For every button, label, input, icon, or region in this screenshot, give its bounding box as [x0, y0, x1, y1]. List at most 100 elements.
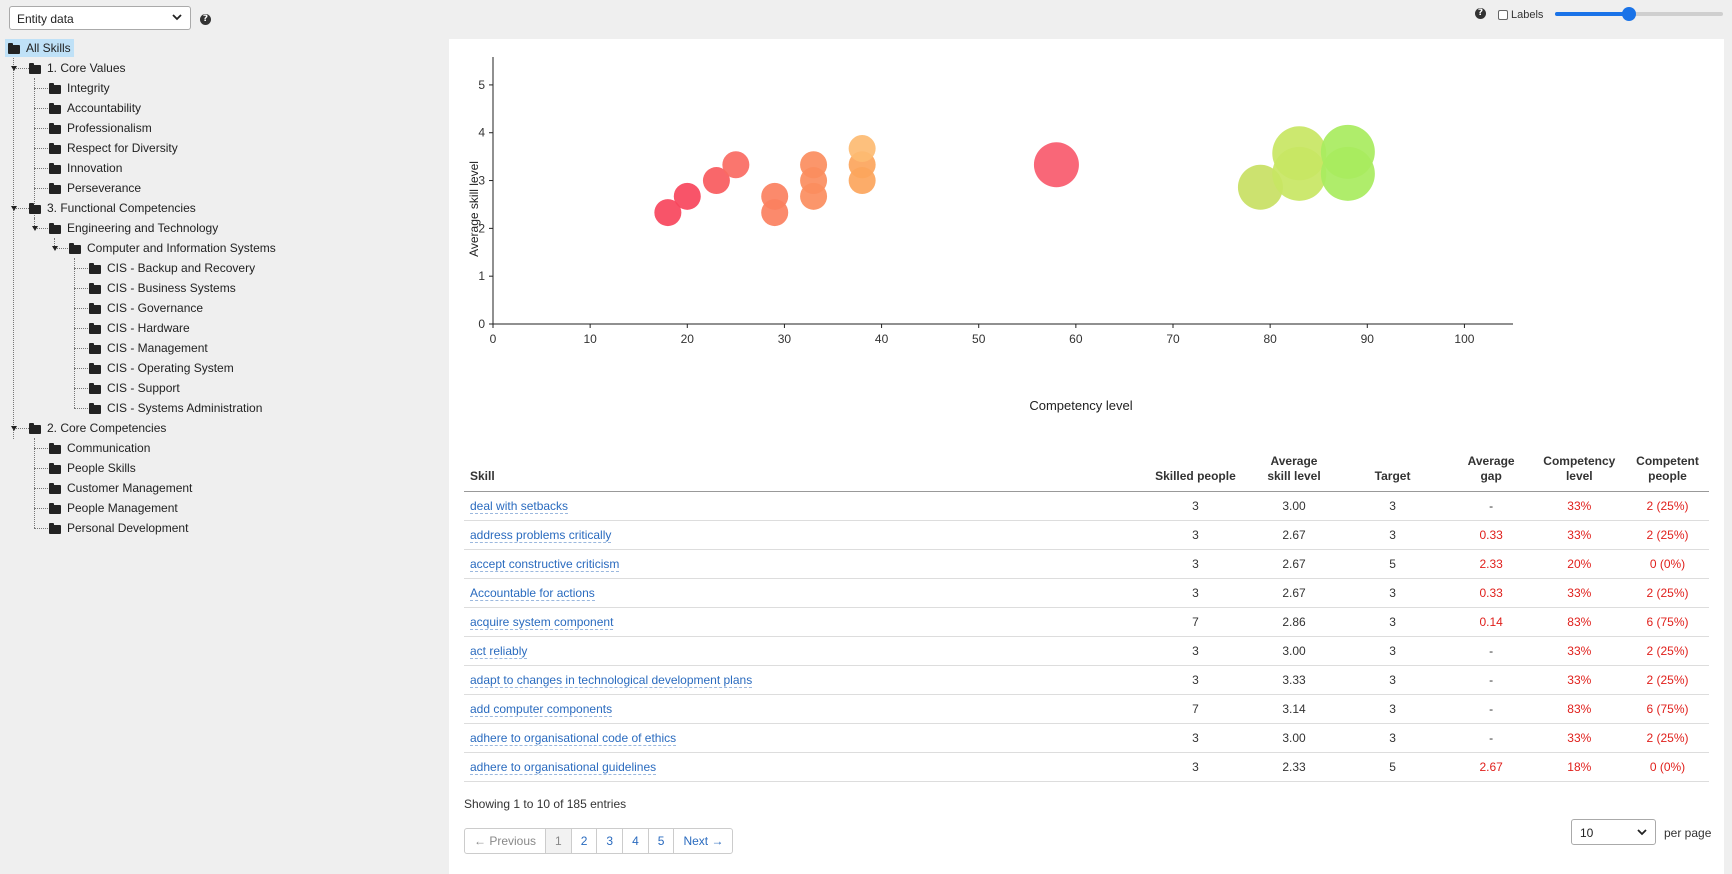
skill-link[interactable]: adhere to organisational guidelines [470, 760, 657, 775]
col-target[interactable]: Target [1335, 450, 1450, 492]
skill-cell[interactable]: address problems critically [464, 520, 1139, 550]
skilled-people-cell: 3 [1138, 636, 1253, 666]
tree-node-cis-backup-and-recovery[interactable]: CIS - Backup and Recovery [86, 259, 258, 277]
tree-node-people-management[interactable]: People Management [46, 499, 181, 517]
tree-node-computer-and-information-systems[interactable]: Computer and Information Systems [66, 239, 279, 257]
tree-node-engineering-and-technology[interactable]: Engineering and Technology [46, 219, 221, 237]
skill-cell[interactable]: Accountable for actions [464, 578, 1139, 608]
col-average-gap[interactable]: Average gap [1449, 450, 1533, 492]
tree-node-functional-competencies[interactable]: 3. Functional Competencies [26, 199, 199, 217]
target-cell: 3 [1335, 578, 1450, 608]
tree-node-all-skills[interactable]: All Skills [5, 39, 74, 57]
table-row: act reliably 3 3.00 3-33% 2 (25%) [464, 636, 1709, 666]
bubble[interactable] [654, 199, 682, 227]
competency-cell: 33% [1532, 636, 1626, 666]
next-page-button[interactable]: Next → [673, 829, 732, 853]
tree-node-core-competencies[interactable]: 2. Core Competencies [26, 419, 169, 437]
page-5-button[interactable]: 5 [647, 829, 674, 853]
skill-link[interactable]: adapt to changes in technological develo… [470, 673, 753, 688]
entity-select[interactable]: Entity data [9, 6, 191, 30]
per-page-label: per page [1664, 826, 1712, 840]
skill-link[interactable]: adhere to organisational code of ethics [470, 731, 677, 746]
tree-node-accountability[interactable]: Accountability [46, 99, 144, 117]
bubble[interactable] [702, 167, 730, 195]
folder-icon [89, 382, 101, 394]
y-tick-label: 1 [478, 269, 485, 283]
tree-node-integrity[interactable]: Integrity [46, 79, 113, 97]
avg-gap-cell: - [1449, 723, 1533, 753]
skill-cell[interactable]: adhere to organisational guidelines [464, 752, 1139, 782]
prev-page-button[interactable]: ← Previous [474, 834, 537, 848]
tree-node-people-skills[interactable]: People Skills [46, 459, 139, 477]
skill-cell[interactable]: deal with setbacks [464, 491, 1139, 521]
tree-node-cis-management[interactable]: CIS - Management [86, 339, 211, 357]
skill-cell[interactable]: acquire system component [464, 607, 1139, 637]
target-cell: 5 [1335, 549, 1450, 579]
bubble[interactable] [761, 182, 789, 210]
slider-thumb[interactable] [1621, 7, 1636, 21]
col-competency-level[interactable]: Competency level [1532, 450, 1626, 492]
skill-link[interactable]: add computer components [470, 702, 613, 717]
bubble[interactable] [1272, 126, 1327, 181]
tree-node-cis-governance[interactable]: CIS - Governance [86, 299, 206, 317]
page-2-button[interactable]: 2 [570, 829, 597, 853]
col-skill[interactable]: Skill [464, 450, 1139, 492]
page-1-button[interactable]: 1 [545, 829, 571, 853]
tree-node-cis-operating-system[interactable]: CIS - Operating System [86, 359, 237, 377]
skill-cell[interactable]: accept constructive criticism [464, 549, 1139, 579]
tree-node-cis-business-systems[interactable]: CIS - Business Systems [86, 279, 239, 297]
bubble[interactable] [848, 135, 876, 163]
labels-toggle[interactable]: Labels [1498, 7, 1543, 23]
skill-link[interactable]: address problems critically [470, 528, 612, 543]
table-header-row: Skill Skilled people Average skill level… [464, 450, 1709, 492]
bubble[interactable] [1237, 164, 1283, 210]
help-icon[interactable]: ? [1475, 8, 1486, 19]
avg-skill-cell: 2.67 [1252, 549, 1336, 579]
avg-gap-cell: - [1449, 694, 1533, 724]
bubble[interactable] [1033, 142, 1079, 188]
folder-icon [49, 142, 61, 154]
skill-cell[interactable]: add computer components [464, 694, 1139, 724]
x-tick-label: 10 [583, 332, 597, 346]
tree-node-cis-hardware[interactable]: CIS - Hardware [86, 319, 193, 337]
tree-node-innovation[interactable]: Innovation [46, 159, 125, 177]
skill-cell[interactable]: act reliably [464, 636, 1139, 666]
tree-node-cis-systems-administration[interactable]: CIS - Systems Administration [86, 399, 265, 417]
help-icon[interactable]: ? [200, 14, 211, 25]
bubble[interactable] [722, 151, 750, 179]
avg-skill-cell: 3.00 [1252, 491, 1336, 521]
skill-link[interactable]: Accountable for actions [470, 586, 595, 601]
tree-node-personal-development[interactable]: Personal Development [46, 519, 191, 537]
skill-link[interactable]: accept constructive criticism [470, 557, 620, 572]
skill-link[interactable]: deal with setbacks [470, 499, 569, 514]
bubble[interactable] [1320, 124, 1375, 179]
skilled-people-cell: 7 [1138, 694, 1253, 724]
table-row: deal with setbacks 3 3.00 3-33% 2 (25%) [464, 491, 1709, 521]
col-average-skill-level[interactable]: Average skill level [1252, 450, 1336, 492]
page-3-button[interactable]: 3 [596, 829, 622, 853]
skill-link[interactable]: act reliably [470, 644, 528, 659]
skill-cell[interactable]: adapt to changes in technological develo… [464, 665, 1139, 695]
page-4-button[interactable]: 4 [622, 829, 648, 853]
x-tick-label: 20 [681, 332, 695, 346]
tree-node-customer-management[interactable]: Customer Management [46, 479, 195, 497]
avg-skill-cell: 2.86 [1252, 607, 1336, 637]
tree-node-core-values[interactable]: 1. Core Values [26, 59, 129, 77]
bubble[interactable] [800, 151, 828, 179]
per-page-select[interactable]: 10 [1571, 819, 1656, 845]
bubble-size-slider[interactable] [1555, 7, 1723, 21]
y-tick-label: 3 [478, 174, 485, 188]
tree-node-perseverance[interactable]: Perseverance [46, 179, 144, 197]
tree-node-professionalism[interactable]: Professionalism [46, 119, 155, 137]
tree-node-cis-support[interactable]: CIS - Support [86, 379, 183, 397]
folder-icon [49, 162, 61, 174]
tree-node-respect-for-diversity[interactable]: Respect for Diversity [46, 139, 181, 157]
folder-icon [49, 482, 61, 494]
col-skilled-people[interactable]: Skilled people [1138, 450, 1253, 492]
col-competent-people[interactable]: Competent people [1626, 450, 1709, 492]
bubble[interactable] [673, 182, 701, 210]
tree-node-communication[interactable]: Communication [46, 439, 153, 457]
labels-checkbox[interactable] [1498, 10, 1508, 20]
skill-link[interactable]: acquire system component [470, 615, 614, 630]
skill-cell[interactable]: adhere to organisational code of ethics [464, 723, 1139, 753]
